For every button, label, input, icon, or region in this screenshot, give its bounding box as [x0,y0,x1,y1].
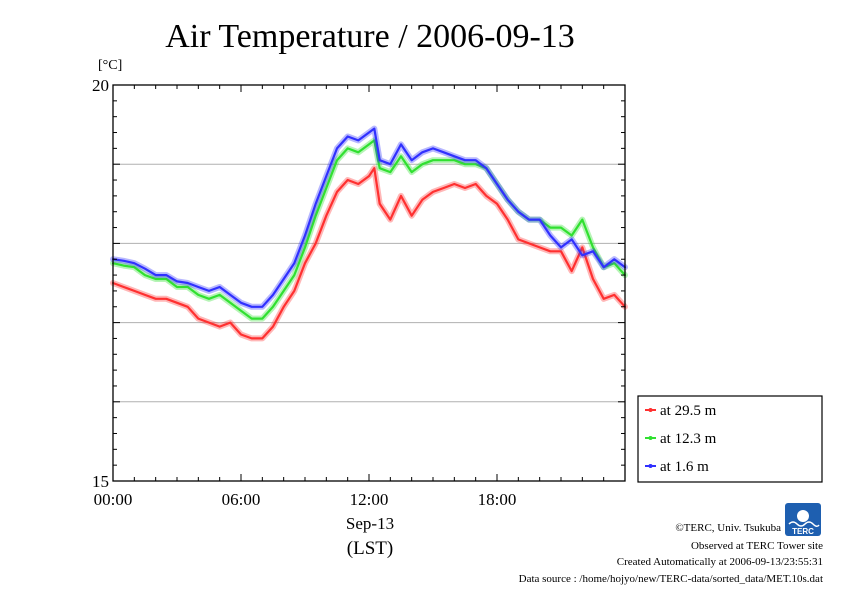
x-tick-label: 18:00 [478,490,517,509]
logo-text: TERC [792,527,814,536]
logo-wave-icon [788,521,820,528]
legend-box [637,395,823,483]
series-band-1 [110,165,628,342]
footer-source: Data source : /home/hojyo/new/TERC-data/… [519,573,823,585]
axis-ticks [112,84,626,482]
series-lines [110,125,628,342]
x-tick-label: 06:00 [222,490,261,509]
y-tick-label: 20 [92,76,109,95]
footer-site: Observed at TERC Tower site [691,540,823,552]
legend-label: at 1.6 m [660,459,709,475]
y-axis-unit-label: [°C] [98,58,122,73]
x-axis-timezone-label: (LST) [347,538,393,559]
footer-copyright: ©TERC, Univ. Tsukuba [675,522,781,534]
legend-marker [648,436,653,440]
series-line-1 [111,167,627,340]
legend-marker [648,464,653,468]
legend-item: at 29.5 m [645,403,717,419]
horizontal-gridlines [113,163,625,403]
logo-drop-icon [797,510,809,522]
legend-item: at 12.3 m [645,431,717,447]
legend-label: at 12.3 m [660,431,717,447]
x-tick-label: 00:00 [94,490,133,509]
x-tick-label: 12:00 [350,490,389,509]
legend-item: at 1.6 m [645,459,709,475]
series-line-3 [111,127,627,308]
y-tick-label: 15 [92,472,109,491]
legend-marker [648,408,653,412]
footer-created: Created Automatically at 2006-09-13/23:5… [617,556,823,568]
x-tick-labels: 00:00 06:00 12:00 18:00 [94,490,517,509]
chart-title: Air Temperature / 2006-09-13 [165,18,575,55]
legend-label: at 29.5 m [660,403,717,419]
terc-logo: TERC [785,503,821,536]
x-axis-date-label: Sep-13 [346,514,394,533]
series-band-3 [110,125,628,310]
legend: at 29.5 m at 12.3 m at 1.6 m [637,395,823,483]
